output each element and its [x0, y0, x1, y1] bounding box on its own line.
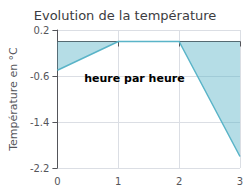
svg-text:1: 1 — [115, 176, 121, 187]
svg-text:Evolution de la température: Evolution de la température — [34, 8, 217, 23]
svg-text:2: 2 — [176, 176, 182, 187]
svg-text:0.2: 0.2 — [34, 25, 50, 36]
svg-text:heure par heure: heure par heure — [84, 72, 184, 85]
svg-text:-1.4: -1.4 — [30, 117, 50, 128]
svg-text:0: 0 — [54, 176, 60, 187]
svg-text:3: 3 — [237, 176, 243, 187]
svg-text:-0.6: -0.6 — [30, 71, 50, 82]
svg-text:-2.2: -2.2 — [30, 163, 50, 174]
svg-text:Température en °C: Température en °C — [7, 47, 20, 152]
